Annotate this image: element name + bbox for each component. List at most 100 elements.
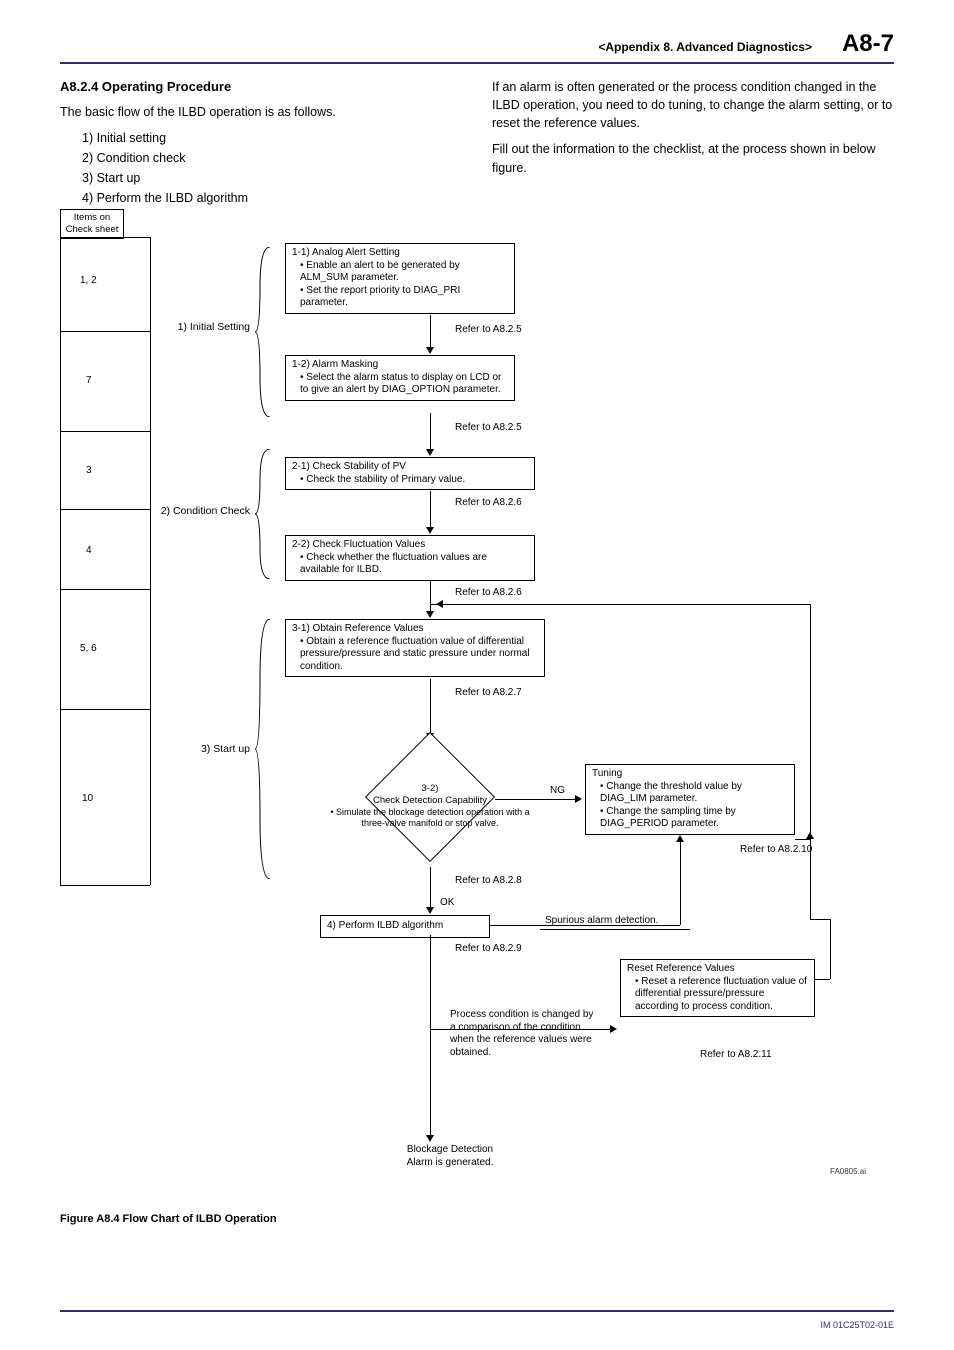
arrow bbox=[430, 581, 431, 611]
box-title: Reset Reference Values bbox=[627, 963, 808, 976]
brace-icon bbox=[255, 449, 275, 579]
line bbox=[430, 1029, 610, 1030]
arrow-head-icon bbox=[676, 835, 684, 842]
arrow-head-icon bbox=[426, 449, 434, 456]
arrow-head-icon bbox=[426, 907, 434, 914]
diamond-line: • Simulate the blockage detection operat… bbox=[330, 807, 530, 830]
line bbox=[540, 929, 690, 930]
box-bullet: Check whether the fluctuation values are… bbox=[300, 552, 528, 577]
box-title: 1-2) Alarm Masking bbox=[292, 359, 508, 372]
box-bullet: Change the threshold value by DIAG_LIM p… bbox=[600, 781, 788, 806]
line bbox=[815, 979, 830, 980]
arrow-head-icon bbox=[426, 1135, 434, 1142]
refer-label: Refer to A8.2.5 bbox=[455, 422, 522, 435]
list-item: 2) Condition check bbox=[82, 149, 462, 167]
item-label: 10 bbox=[82, 793, 93, 806]
paragraph: Fill out the information to the checklis… bbox=[492, 140, 894, 176]
arrow-head-icon bbox=[610, 1025, 617, 1033]
flow-box-3-1: 3-1) Obtain Reference Values Obtain a re… bbox=[285, 619, 545, 677]
flow-box-4: 4) Perform ILBD algorithm bbox=[320, 915, 490, 938]
flowchart: Items on Check sheet 1, 2 7 3 4 5, 6 10 … bbox=[60, 209, 894, 1209]
arrow-head-icon bbox=[436, 600, 443, 608]
box-title: Tuning bbox=[592, 768, 788, 781]
refer-label: Refer to A8.2.10 bbox=[740, 844, 812, 857]
refer-label: Refer to A8.2.5 bbox=[455, 324, 522, 337]
box-bullet: Set the report priority to DIAG_PRI para… bbox=[300, 285, 508, 310]
phase-label: 1) Initial Setting bbox=[155, 321, 250, 334]
items-tick bbox=[60, 709, 150, 710]
box-title: 2-1) Check Stability of PV bbox=[292, 461, 528, 474]
list-item: 3) Start up bbox=[82, 169, 462, 187]
box-title: 3-1) Obtain Reference Values bbox=[292, 623, 538, 636]
item-label: 4 bbox=[86, 545, 92, 558]
items-left-line bbox=[60, 237, 61, 885]
flow-decision-3-2: 3-2) Check Detection Capability • Simula… bbox=[360, 737, 500, 867]
phase-label: 3) Start up bbox=[175, 743, 250, 756]
label-ok: OK bbox=[440, 897, 454, 910]
item-label: 7 bbox=[86, 375, 92, 388]
arrow bbox=[430, 867, 431, 907]
items-col-line bbox=[150, 237, 151, 885]
numbered-list: 1) Initial setting 2) Condition check 3)… bbox=[60, 129, 462, 208]
brace-icon bbox=[255, 619, 275, 879]
process-condition-text: Process condition is changed by a compar… bbox=[450, 1009, 600, 1059]
flow-box-tuning: Tuning Change the threshold value by DIA… bbox=[585, 764, 795, 835]
arrow-head-icon bbox=[426, 347, 434, 354]
line bbox=[810, 919, 830, 920]
item-label: 1, 2 bbox=[80, 275, 97, 288]
intro-paragraph: The basic flow of the ILBD operation is … bbox=[60, 103, 462, 121]
blockage-text: Blockage Detection Alarm is generated. bbox=[370, 1144, 530, 1169]
refer-label: Refer to A8.2.6 bbox=[455, 497, 522, 510]
phase-label: 2) Condition Check bbox=[145, 505, 250, 518]
page-header: <Appendix 8. Advanced Diagnostics> A8-7 bbox=[60, 30, 894, 64]
section-heading: A8.2.4 Operating Procedure bbox=[60, 78, 462, 97]
arrow-head-icon bbox=[426, 527, 434, 534]
flow-box-reset: Reset Reference Values Reset a reference… bbox=[620, 959, 815, 1017]
box-title: 2-2) Check Fluctuation Values bbox=[292, 539, 528, 552]
item-label: 3 bbox=[86, 465, 92, 478]
arrow-head-icon bbox=[806, 832, 814, 839]
header-appendix: <Appendix 8. Advanced Diagnostics> bbox=[598, 40, 812, 54]
items-tick bbox=[60, 331, 150, 332]
refer-label: Refer to A8.2.8 bbox=[455, 875, 522, 888]
refer-label: Refer to A8.2.11 bbox=[700, 1049, 772, 1062]
list-item: 4) Perform the ILBD algorithm bbox=[82, 189, 462, 207]
items-tick bbox=[60, 589, 150, 590]
box-bullet: Obtain a reference fluctuation value of … bbox=[300, 636, 538, 674]
flow-box-1-1: 1-1) Analog Alert Setting Enable an aler… bbox=[285, 243, 515, 314]
box-bullet: Reset a reference fluctuation value of d… bbox=[635, 976, 808, 1014]
footer-rule bbox=[60, 1310, 894, 1312]
box-bullet: Select the alarm status to display on LC… bbox=[300, 372, 508, 397]
right-column: If an alarm is often generated or the pr… bbox=[492, 78, 894, 209]
line bbox=[810, 604, 811, 919]
figure-caption: Figure A8.4 Flow Chart of ILBD Operation bbox=[60, 1213, 894, 1225]
items-tick bbox=[60, 431, 150, 432]
header-page-number: A8-7 bbox=[842, 30, 894, 58]
item-label: 5, 6 bbox=[80, 643, 97, 656]
refer-label: Refer to A8.2.6 bbox=[455, 587, 522, 600]
footer-doc-code: IM 01C25T02-01E bbox=[820, 1320, 894, 1330]
arrow bbox=[430, 491, 431, 527]
brace-icon bbox=[255, 247, 275, 417]
figure-code: FA0805.ai bbox=[830, 1167, 866, 1177]
arrow bbox=[430, 935, 431, 1135]
items-tick bbox=[60, 885, 150, 886]
box-title: 1-1) Analog Alert Setting bbox=[292, 247, 508, 260]
line bbox=[680, 839, 681, 925]
box-title: 4) Perform ILBD algorithm bbox=[327, 920, 443, 931]
arrow-head-icon bbox=[426, 611, 434, 618]
arrow bbox=[430, 679, 431, 733]
line bbox=[830, 919, 831, 979]
box-bullet: Change the sampling time by DIAG_PERIOD … bbox=[600, 806, 788, 831]
items-header-box: Items on Check sheet bbox=[60, 209, 124, 239]
box-bullet: Check the stability of Primary value. bbox=[300, 474, 528, 487]
items-tick bbox=[60, 237, 150, 238]
refer-label: Refer to A8.2.7 bbox=[455, 687, 522, 700]
diamond-line: 3-2) bbox=[330, 783, 530, 795]
flow-box-2-1: 2-1) Check Stability of PV Check the sta… bbox=[285, 457, 535, 490]
arrow bbox=[430, 315, 431, 347]
line bbox=[430, 604, 810, 605]
box-bullet: Enable an alert to be generated by ALM_S… bbox=[300, 260, 508, 285]
refer-label: Refer to A8.2.9 bbox=[455, 943, 522, 956]
label-ng: NG bbox=[550, 785, 565, 798]
